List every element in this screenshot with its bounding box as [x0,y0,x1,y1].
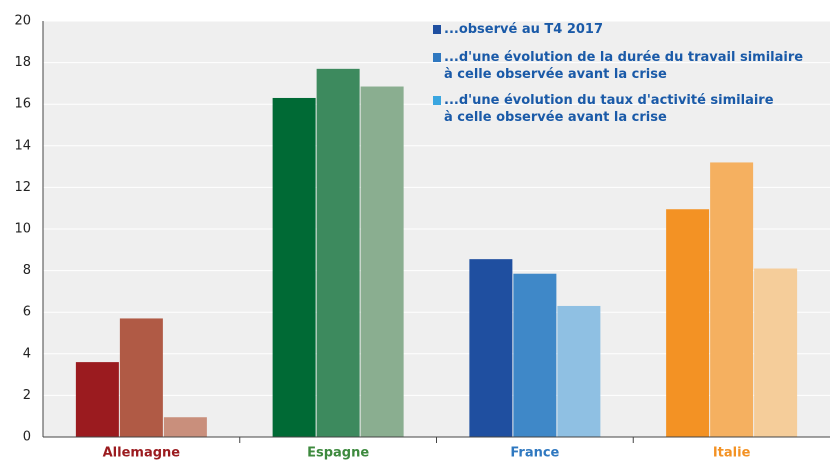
legend-swatch [433,96,441,105]
bar [754,268,798,437]
legend-label: ...d'une évolution du taux d'activité si… [444,93,774,125]
x-tick-label: France [510,446,559,461]
legend-swatch [433,25,441,34]
legend-item: ...d'une évolution du taux d'activité si… [433,92,774,126]
bar [557,305,601,437]
legend-swatch [433,53,441,62]
y-tick-label: 10 [14,222,31,237]
bar [75,362,119,437]
x-tick-label: Espagne [307,446,369,461]
legend-label: ...observé au T4 2017 [444,22,604,37]
y-tick-label: 12 [14,180,31,195]
bar [666,209,710,437]
x-tick-label: Italie [713,446,751,461]
x-tick-label: Allemagne [103,446,181,461]
bar [119,318,163,437]
legend-item: ...observé au T4 2017 [433,21,603,38]
y-tick-label: 16 [14,97,31,112]
legend-label: ...d'une évolution de la durée du travai… [444,50,804,82]
y-tick-label: 18 [14,55,31,70]
bar [513,273,557,437]
y-tick-label: 8 [23,263,31,278]
y-tick-label: 4 [23,346,31,361]
bar [710,162,754,437]
legend-item: ...d'une évolution de la durée du travai… [433,49,803,83]
bar [360,86,404,438]
y-tick-label: 2 [23,388,31,403]
bar [163,417,207,437]
y-tick-label: 0 [23,430,31,445]
y-tick-label: 6 [23,305,31,320]
bar [316,68,360,437]
y-tick-label: 20 [14,14,31,29]
bar [469,259,513,437]
y-tick-label: 14 [14,138,31,153]
bar [272,97,316,438]
